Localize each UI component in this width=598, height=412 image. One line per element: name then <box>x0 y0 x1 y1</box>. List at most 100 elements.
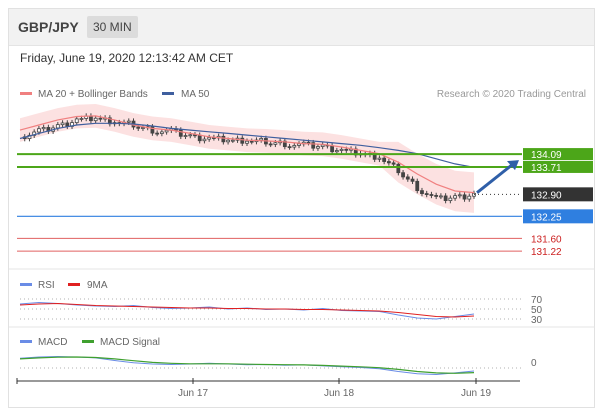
pivot-label: 132.25 <box>531 212 562 223</box>
candle-body <box>197 134 202 142</box>
macd-legend-swatch <box>20 340 32 343</box>
candle-body <box>207 137 212 140</box>
candle-body <box>273 142 278 145</box>
macd-line <box>19 355 475 376</box>
candle-body <box>155 132 160 135</box>
candle-body <box>339 148 344 151</box>
chart-header: GBP/JPY 30 MIN <box>9 9 594 46</box>
x-tick-label: Jun 17 <box>178 388 208 399</box>
ma20-legend-swatch <box>20 92 32 95</box>
bollinger-bands <box>20 104 474 213</box>
candle-body <box>420 190 424 194</box>
candle-body <box>178 129 183 137</box>
candle-body <box>126 120 131 123</box>
research-credit: Research © 2020 Trading Central <box>437 89 586 100</box>
forecast-arrow-line <box>476 162 514 194</box>
ma20-legend-label: MA 20 + Bollinger Bands <box>38 89 148 100</box>
candle-body <box>292 145 297 148</box>
candle-body <box>330 145 335 153</box>
candles <box>22 113 476 204</box>
candle-body <box>141 127 145 129</box>
candle-body <box>306 141 311 144</box>
candle-body <box>93 117 98 122</box>
candle-body <box>55 124 60 129</box>
ma50-legend-swatch <box>162 92 174 95</box>
ma20-line <box>19 115 475 194</box>
candle-body <box>282 140 287 148</box>
rsi-legend-swatch <box>20 283 32 286</box>
rsi-ma-legend-swatch <box>68 283 80 286</box>
rsi-legend-label: RSI <box>38 280 55 291</box>
candle-body <box>320 144 325 147</box>
candle-body <box>415 180 420 192</box>
resistance-tag <box>523 160 593 173</box>
candle-body <box>98 117 103 120</box>
candle-body <box>150 126 155 134</box>
support-label: 131.22 <box>531 247 562 258</box>
price-lines <box>19 115 475 194</box>
rsi-ma-legend-label: 9MA <box>87 280 108 291</box>
x-tick-label: Jun 19 <box>461 388 491 399</box>
candle-body <box>240 137 245 144</box>
candle-body <box>311 142 316 149</box>
x-tick-label: Jun 18 <box>324 388 354 399</box>
candle-body <box>230 139 235 142</box>
price-levels: 134.09 133.71 132.90 132.25 131.60 131.22 <box>17 148 593 258</box>
ma50-line <box>19 122 475 168</box>
candle-body <box>396 163 401 174</box>
macd-tick-label: 0 <box>531 358 537 369</box>
candle-body <box>438 195 443 198</box>
candle-body <box>245 140 249 144</box>
macd-signal-legend-label: MACD Signal <box>100 337 160 348</box>
candle-body <box>89 115 93 122</box>
resistance-label: 133.71 <box>531 163 562 174</box>
candle-body <box>401 172 405 178</box>
candle-body <box>159 131 164 134</box>
rsi-tick-label: 70 <box>531 295 543 306</box>
candle-body <box>391 162 396 165</box>
candle-body <box>344 148 349 151</box>
bollinger-band-area <box>20 104 474 213</box>
candle-body <box>226 139 230 143</box>
candle-body <box>386 161 391 164</box>
candle-body <box>74 118 79 124</box>
last-price-tag <box>523 187 593 202</box>
timestamp-label: Friday, June 19, 2020 12:13:42 AM CET <box>20 51 234 65</box>
candle-body <box>297 143 301 146</box>
forecast-arrow-head <box>507 160 519 171</box>
candle-body <box>79 118 84 120</box>
macd-signal-line <box>19 356 475 374</box>
candle-body <box>316 146 320 149</box>
macd-legend-label: MACD <box>38 337 67 348</box>
ma50-legend-label: MA 50 <box>181 89 210 100</box>
candle-body <box>462 194 467 200</box>
resistance-tag <box>523 148 593 161</box>
timeframe-button[interactable]: 30 MIN <box>87 16 138 38</box>
candle-body <box>183 135 188 137</box>
candle-body <box>287 146 292 149</box>
candle-body <box>65 122 70 127</box>
pivot-tag <box>523 209 593 224</box>
candle-body <box>37 128 41 133</box>
candle-body <box>410 178 415 182</box>
symbol-label: GBP/JPY <box>18 19 79 35</box>
candle-body <box>259 138 264 141</box>
candle-body <box>467 195 472 200</box>
candle-body <box>453 195 457 199</box>
x-axis-ticks: Jun 17 Jun 18 Jun 19 <box>178 378 491 399</box>
rsi-tick-label: 30 <box>531 315 543 326</box>
candle-body <box>202 138 207 142</box>
candle-body <box>434 195 439 197</box>
candle-body <box>164 129 169 133</box>
candle-body <box>60 122 65 126</box>
candle-body <box>188 134 193 137</box>
candle-body <box>405 176 410 180</box>
candle-body <box>41 127 46 130</box>
candle-body <box>249 140 254 143</box>
candle-body <box>443 195 448 201</box>
resistance-label: 134.09 <box>531 150 562 161</box>
candle-body <box>268 143 273 146</box>
candle-body <box>377 157 382 160</box>
macd-panel: 0 <box>19 355 537 376</box>
